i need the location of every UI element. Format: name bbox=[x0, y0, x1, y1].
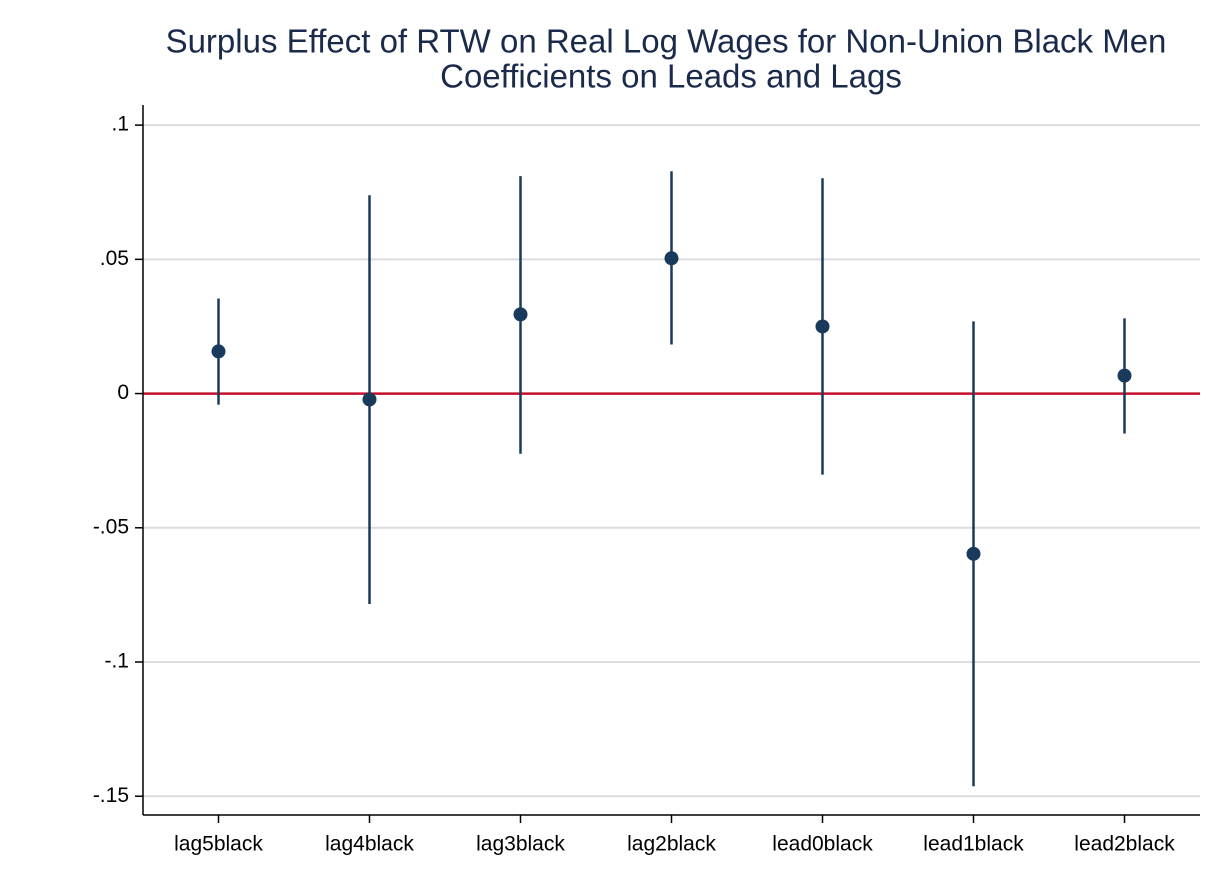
y-tick-label: .05 bbox=[100, 247, 129, 270]
x-tick-label: lead2black bbox=[1074, 833, 1175, 856]
x-tick-label: lag3black bbox=[476, 833, 565, 856]
y-tick-label: -.15 bbox=[93, 784, 129, 807]
point-estimate bbox=[513, 307, 528, 322]
point-estimate bbox=[815, 319, 830, 334]
y-tick-label: .1 bbox=[111, 113, 129, 136]
x-tick-label: lag2black bbox=[627, 833, 716, 856]
chart-title: Surplus Effect of RTW on Real Log Wages … bbox=[166, 23, 1167, 60]
point-estimate bbox=[966, 546, 981, 561]
point-estimate bbox=[664, 251, 679, 266]
y-tick-label: 0 bbox=[117, 381, 129, 404]
y-tick-label: -.05 bbox=[93, 515, 129, 538]
chart-subtitle: Coefficients on Leads and Lags bbox=[440, 58, 902, 95]
point-estimate bbox=[362, 392, 377, 407]
x-tick-label: lag4black bbox=[325, 833, 414, 856]
point-estimate bbox=[1117, 368, 1132, 383]
x-tick-label: lead0black bbox=[772, 833, 873, 856]
point-estimate bbox=[211, 344, 226, 359]
x-tick-label: lag5black bbox=[174, 833, 263, 856]
x-tick-label: lead1black bbox=[923, 833, 1024, 856]
y-tick-label: -.1 bbox=[104, 650, 129, 673]
